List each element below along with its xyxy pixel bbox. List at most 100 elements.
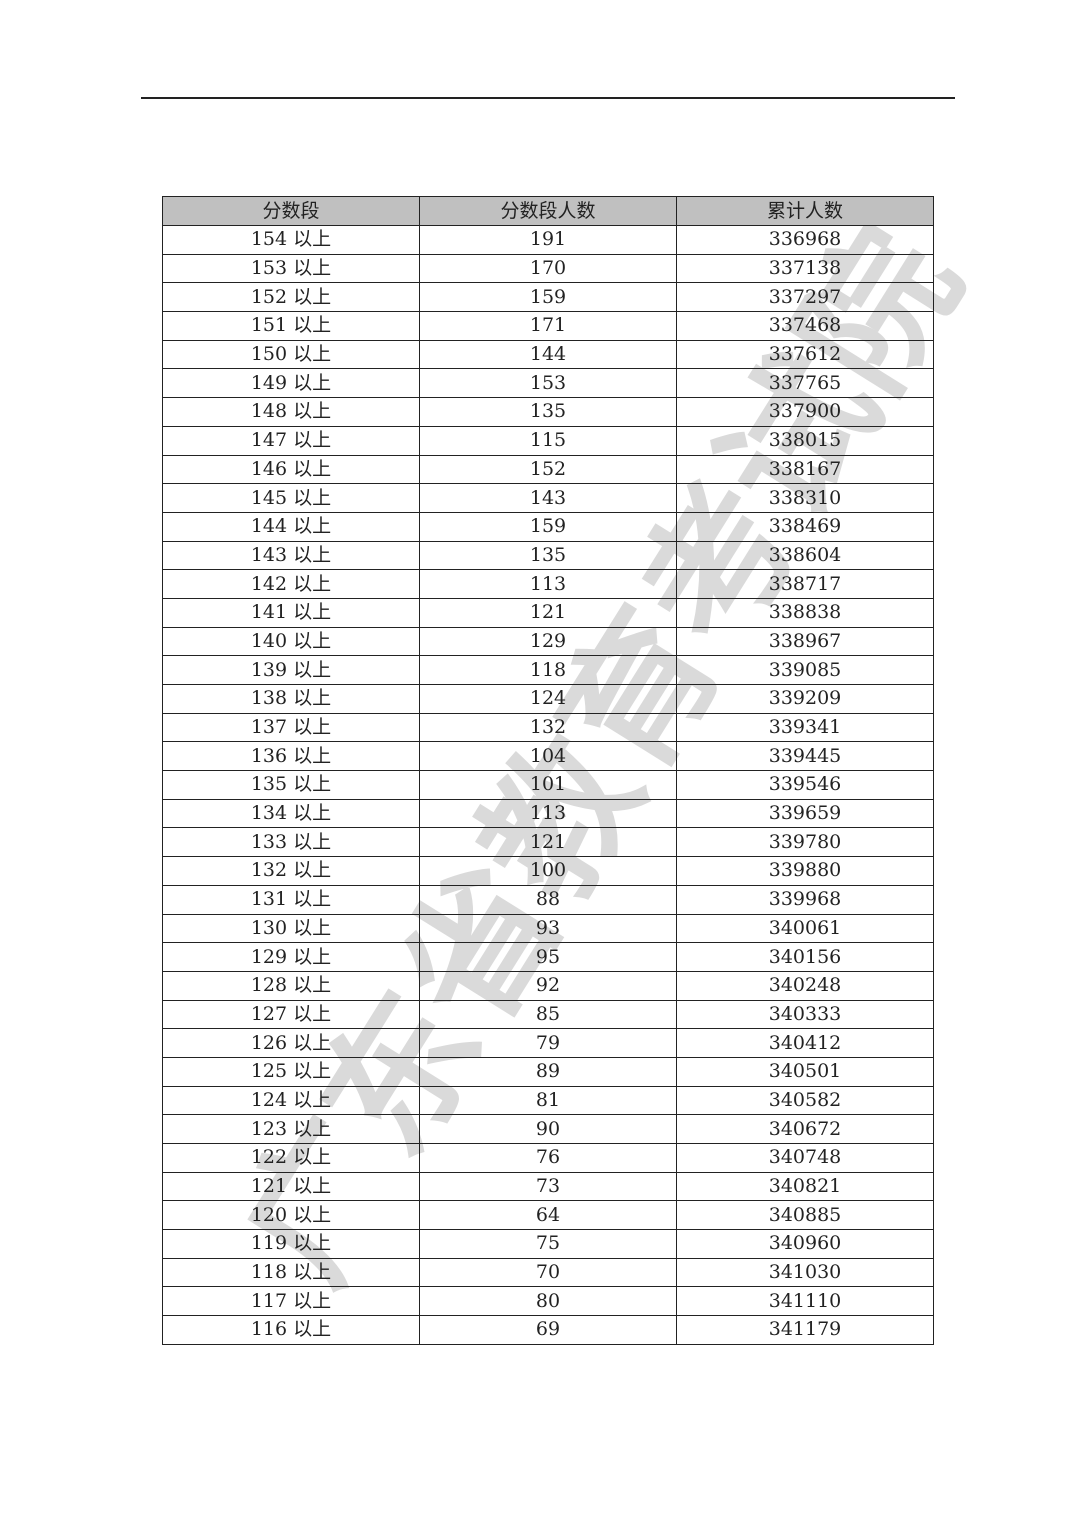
band-count-cell: 115: [419, 425, 677, 456]
column-header-score-band: 分数段: [162, 196, 420, 226]
band-count-cell: 135: [419, 540, 677, 571]
band-count-cell: 88: [419, 884, 677, 915]
score-band-cell: 143 以上: [162, 540, 420, 571]
score-band-cell: 135 以上: [162, 770, 420, 800]
band-count-cell: 135: [419, 397, 677, 427]
cumulative-count-cell: 340061: [676, 913, 934, 944]
table-row: 127 以上 85 340333: [162, 999, 934, 1030]
column-header-band-count: 分数段人数: [419, 196, 677, 226]
cumulative-count-cell: 338469: [676, 511, 934, 542]
table-row: 116 以上 69 341179: [162, 1315, 934, 1345]
score-distribution-table: 分数段 分数段人数 累计人数 154 以上 191 336968 153 以上 170 3…: [162, 196, 934, 1345]
table-row: 117 以上 80 341110: [162, 1286, 934, 1317]
band-count-cell: 132: [419, 712, 677, 743]
cumulative-count-cell: 338167: [676, 454, 934, 485]
band-count-cell: 89: [419, 1056, 677, 1087]
table-row: 154 以上 191 336968: [162, 225, 934, 255]
score-band-cell: 122 以上: [162, 1143, 420, 1173]
table-body: 154 以上 191 336968 153 以上 170 337138 152 以上 159 3…: [162, 225, 934, 1345]
table-row: 137 以上 132 339341: [162, 712, 934, 743]
score-band-cell: 152 以上: [162, 282, 420, 313]
score-band-cell: 130 以上: [162, 913, 420, 944]
band-count-cell: 153: [419, 368, 677, 399]
cumulative-count-cell: 339546: [676, 770, 934, 800]
band-count-cell: 81: [419, 1085, 677, 1116]
cumulative-count-cell: 340156: [676, 942, 934, 972]
cumulative-count-cell: 340885: [676, 1200, 934, 1231]
table-row: 142 以上 113 338717: [162, 569, 934, 599]
band-count-cell: 129: [419, 626, 677, 657]
score-band-cell: 144 以上: [162, 511, 420, 542]
score-band-cell: 131 以上: [162, 884, 420, 915]
score-band-cell: 127 以上: [162, 999, 420, 1030]
score-band-cell: 134 以上: [162, 798, 420, 829]
cumulative-count-cell: 338310: [676, 483, 934, 513]
cumulative-count-cell: 339880: [676, 856, 934, 886]
table-row: 151 以上 171 337468: [162, 311, 934, 341]
band-count-cell: 171: [419, 311, 677, 341]
band-count-cell: 76: [419, 1143, 677, 1173]
cumulative-count-cell: 337297: [676, 282, 934, 313]
cumulative-count-cell: 341179: [676, 1315, 934, 1345]
score-band-cell: 120 以上: [162, 1200, 420, 1231]
cumulative-count-cell: 337468: [676, 311, 934, 341]
table-row: 129 以上 95 340156: [162, 942, 934, 972]
cumulative-count-cell: 339209: [676, 684, 934, 714]
score-band-cell: 149 以上: [162, 368, 420, 399]
cumulative-count-cell: 338838: [676, 597, 934, 628]
cumulative-count-cell: 340821: [676, 1171, 934, 1202]
score-band-cell: 125 以上: [162, 1056, 420, 1087]
band-count-cell: 93: [419, 913, 677, 944]
band-count-cell: 191: [419, 225, 677, 255]
cumulative-count-cell: 340333: [676, 999, 934, 1030]
score-band-cell: 116 以上: [162, 1315, 420, 1345]
band-count-cell: 159: [419, 511, 677, 542]
header-rule: [141, 97, 955, 99]
band-count-cell: 152: [419, 454, 677, 485]
table-row: 128 以上 92 340248: [162, 970, 934, 1001]
score-band-cell: 139 以上: [162, 655, 420, 685]
cumulative-count-cell: 339780: [676, 827, 934, 858]
table-row: 145 以上 143 338310: [162, 483, 934, 513]
band-count-cell: 144: [419, 339, 677, 370]
cumulative-count-cell: 340748: [676, 1143, 934, 1173]
band-count-cell: 92: [419, 970, 677, 1001]
band-count-cell: 104: [419, 741, 677, 772]
score-band-cell: 147 以上: [162, 425, 420, 456]
band-count-cell: 100: [419, 856, 677, 886]
band-count-cell: 113: [419, 798, 677, 829]
table-row: 135 以上 101 339546: [162, 770, 934, 800]
score-band-cell: 150 以上: [162, 339, 420, 370]
cumulative-count-cell: 340672: [676, 1114, 934, 1144]
cumulative-count-cell: 337612: [676, 339, 934, 370]
table-row: 134 以上 113 339659: [162, 798, 934, 829]
table-row: 132 以上 100 339880: [162, 856, 934, 886]
cumulative-count-cell: 340248: [676, 970, 934, 1001]
table-row: 130 以上 93 340061: [162, 913, 934, 944]
table-header-row: 分数段 分数段人数 累计人数: [162, 196, 934, 226]
band-count-cell: 85: [419, 999, 677, 1030]
table-row: 119 以上 75 340960: [162, 1229, 934, 1259]
cumulative-count-cell: 341030: [676, 1257, 934, 1288]
cumulative-count-cell: 338604: [676, 540, 934, 571]
cumulative-count-cell: 338967: [676, 626, 934, 657]
table-row: 139 以上 118 339085: [162, 655, 934, 685]
band-count-cell: 121: [419, 597, 677, 628]
score-band-cell: 119 以上: [162, 1229, 420, 1259]
score-band-cell: 124 以上: [162, 1085, 420, 1116]
table-row: 120 以上 64 340885: [162, 1200, 934, 1231]
score-band-cell: 133 以上: [162, 827, 420, 858]
band-count-cell: 113: [419, 569, 677, 599]
score-band-cell: 142 以上: [162, 569, 420, 599]
cumulative-count-cell: 339341: [676, 712, 934, 743]
score-band-cell: 148 以上: [162, 397, 420, 427]
score-band-cell: 153 以上: [162, 253, 420, 284]
table-row: 144 以上 159 338469: [162, 511, 934, 542]
table-row: 153 以上 170 337138: [162, 253, 934, 284]
score-band-cell: 121 以上: [162, 1171, 420, 1202]
table-row: 126 以上 79 340412: [162, 1028, 934, 1058]
score-band-cell: 128 以上: [162, 970, 420, 1001]
cumulative-count-cell: 339659: [676, 798, 934, 829]
score-band-cell: 118 以上: [162, 1257, 420, 1288]
cumulative-count-cell: 340582: [676, 1085, 934, 1116]
